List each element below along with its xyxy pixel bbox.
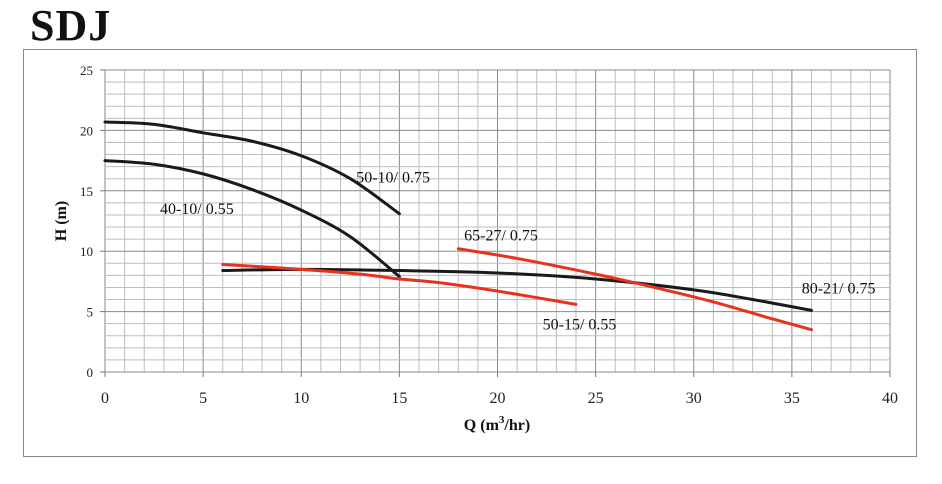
x-axis-label: Q (m3/hr) — [464, 414, 530, 434]
x-tick-label: 10 — [293, 390, 309, 407]
x-tick-label: 30 — [686, 390, 702, 407]
y-tick-label: 0 — [87, 365, 94, 380]
x-tick-label: 15 — [391, 390, 407, 407]
series-label-3: 65-27/ 0.75 — [464, 227, 538, 244]
series-label-4: 50-15/ 0.55 — [543, 317, 617, 334]
chart-frame — [23, 49, 917, 457]
series-label-2: 80-21/ 0.75 — [802, 280, 876, 297]
y-tick-label: 20 — [80, 123, 93, 138]
y-tick-label: 25 — [80, 63, 93, 78]
series-line-1 — [103, 159, 401, 279]
series-label-1: 40-10/ 0.55 — [160, 201, 234, 218]
y-axis-label: H (m) — [53, 201, 70, 241]
x-tick-label: 40 — [882, 390, 898, 407]
series-line-3 — [456, 247, 813, 332]
y-tick-label: 5 — [87, 305, 94, 320]
chart-title: SDJ — [30, 1, 112, 50]
x-tick-label: 20 — [490, 390, 506, 407]
x-tick-label: 5 — [199, 390, 207, 407]
series-line-0 — [103, 120, 401, 216]
x-tick-label: 0 — [101, 390, 109, 407]
y-tick-label: 15 — [80, 184, 93, 199]
series-label-0: 50-10/ 0.75 — [356, 169, 430, 186]
series-line-4 — [221, 262, 578, 306]
x-tick-label: 25 — [588, 390, 604, 407]
x-tick-label: 35 — [784, 390, 800, 407]
y-tick-label: 10 — [80, 244, 93, 259]
